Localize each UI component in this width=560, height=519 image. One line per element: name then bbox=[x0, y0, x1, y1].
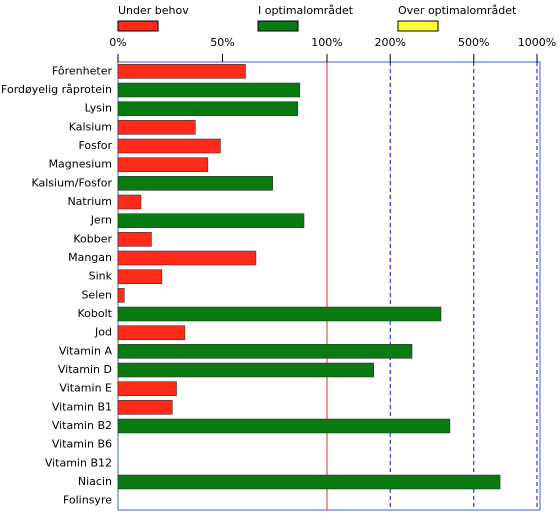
y-tick-label: Vitamin B12 bbox=[45, 456, 112, 469]
y-tick-label: Magnesium bbox=[49, 158, 112, 171]
y-tick-label: Fosfor bbox=[78, 139, 112, 152]
x-tick-label: 0% bbox=[109, 36, 126, 49]
bar bbox=[117, 269, 163, 284]
y-tick-label: Kobolt bbox=[78, 307, 113, 320]
bar bbox=[117, 176, 273, 191]
legend-label: Under behov bbox=[118, 4, 189, 17]
y-tick-label: Vitamin B6 bbox=[52, 438, 112, 451]
bar bbox=[117, 381, 177, 396]
x-tick-label: 100% bbox=[311, 36, 342, 49]
y-tick-label: Folinsyre bbox=[63, 494, 112, 507]
y-tick-label: Selen bbox=[81, 288, 112, 301]
bar bbox=[117, 157, 209, 172]
bar bbox=[117, 344, 413, 359]
bar bbox=[117, 400, 173, 415]
plot-frame bbox=[117, 61, 541, 511]
y-tick-label: Sink bbox=[89, 270, 113, 283]
y-tick-label: Mangan bbox=[68, 251, 112, 264]
legend-swatch bbox=[117, 20, 159, 32]
bar bbox=[117, 250, 257, 266]
legend-label: Over optimalområdet bbox=[398, 4, 517, 17]
y-tick-label: Kobber bbox=[73, 232, 112, 245]
bar bbox=[117, 138, 221, 154]
legend-label: I optimalområdet bbox=[258, 4, 354, 17]
y-tick-label: Kalsium bbox=[69, 120, 112, 133]
bar bbox=[117, 64, 246, 79]
y-tick-label: Natrium bbox=[67, 195, 112, 208]
y-tick-label: Niacin bbox=[78, 475, 112, 488]
legend-swatch bbox=[257, 20, 299, 32]
legend-swatch bbox=[397, 20, 439, 32]
y-tick-label: Jod bbox=[94, 326, 112, 339]
y-tick-label: Fôrenheter bbox=[52, 64, 113, 77]
x-tick-label: 500% bbox=[458, 36, 489, 49]
bar bbox=[117, 325, 186, 340]
x-tick-label: 50% bbox=[210, 36, 234, 49]
y-tick-label: Vitamin D bbox=[58, 363, 112, 376]
y-tick-label: Kalsium/Fosfor bbox=[31, 176, 112, 189]
y-tick-label: Jern bbox=[90, 214, 112, 227]
bar bbox=[117, 288, 125, 303]
bar bbox=[117, 306, 442, 322]
bar bbox=[117, 474, 501, 490]
bar bbox=[117, 213, 305, 228]
bar bbox=[117, 82, 301, 98]
y-tick-label: Lysin bbox=[85, 102, 112, 115]
x-tick-label: 1000% bbox=[518, 36, 556, 49]
bar bbox=[117, 418, 451, 434]
y-tick-label: Vitamin A bbox=[59, 344, 113, 357]
y-tick-label: Fordøyelig råprotein bbox=[1, 83, 112, 96]
y-tick-label: Vitamin B1 bbox=[52, 400, 112, 413]
y-tick-label: Vitamin E bbox=[59, 382, 112, 395]
bar bbox=[117, 194, 142, 210]
y-tick-label: Vitamin B2 bbox=[52, 419, 112, 432]
bar bbox=[117, 101, 298, 116]
bar bbox=[117, 120, 196, 135]
x-tick-label: 200% bbox=[374, 36, 405, 49]
bar bbox=[117, 232, 152, 247]
bar bbox=[117, 362, 375, 378]
